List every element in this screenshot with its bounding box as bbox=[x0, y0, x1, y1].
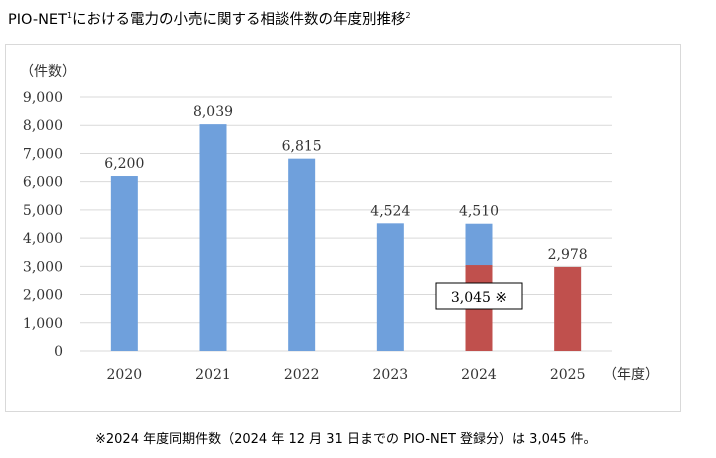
x-axis-label: （年度） bbox=[603, 367, 659, 383]
bar-2021-annual bbox=[199, 124, 227, 352]
footnote: ※2024 年度同期件数（2024 年 12 月 31 日までの PIO-NET… bbox=[95, 432, 597, 447]
data-label: 8,039 bbox=[193, 104, 233, 120]
data-label: 2,978 bbox=[548, 247, 588, 263]
x-tick-label: 2021 bbox=[195, 367, 231, 383]
data-label: 4,524 bbox=[370, 203, 410, 219]
chart-frame bbox=[5, 44, 681, 412]
data-label: 6,815 bbox=[282, 139, 322, 155]
chart-title: PIO-NET1における電力の小売に関する相談件数の年度別推移2 bbox=[8, 8, 411, 29]
title-prefix: PIO-NET bbox=[8, 12, 67, 28]
callout-box bbox=[435, 282, 523, 310]
x-tick-label: 2025 bbox=[550, 367, 586, 383]
y-tick-label: 2,000 bbox=[23, 288, 63, 304]
y-axis-label: （件数） bbox=[20, 64, 76, 80]
y-tick-label: 3,000 bbox=[23, 259, 63, 275]
y-tick-label: 7,000 bbox=[23, 146, 63, 162]
x-tick-label: 2020 bbox=[107, 367, 143, 383]
y-tick-label: 1,000 bbox=[23, 316, 63, 332]
bar-2023-annual bbox=[376, 223, 404, 351]
data-label: 3,045 ※ bbox=[451, 290, 507, 306]
bar-2020-annual bbox=[110, 176, 138, 351]
footnote-ref-1: 1 bbox=[66, 11, 73, 21]
y-tick-label: 8,000 bbox=[23, 118, 63, 134]
bar-2022-annual bbox=[288, 158, 316, 351]
footnote-ref-2: 2 bbox=[405, 11, 411, 21]
bar-2025-same-period bbox=[554, 266, 582, 351]
data-label: 6,200 bbox=[104, 156, 144, 172]
y-tick-label: 5,000 bbox=[23, 203, 63, 219]
y-tick-label: 4,000 bbox=[23, 231, 63, 247]
y-tick-label: 6,000 bbox=[23, 175, 63, 191]
title-rest: における電力の小売に関する相談件数の年度別推移 bbox=[72, 12, 406, 28]
x-tick-label: 2023 bbox=[373, 367, 409, 383]
data-label: 4,510 bbox=[459, 204, 499, 220]
y-tick-label: 0 bbox=[54, 344, 63, 360]
x-tick-label: 2024 bbox=[461, 367, 497, 383]
y-tick-label: 9,000 bbox=[23, 90, 63, 106]
x-tick-label: 2022 bbox=[284, 367, 320, 383]
